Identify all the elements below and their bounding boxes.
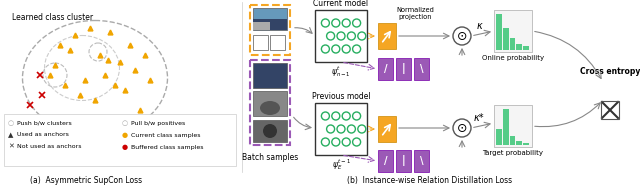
Bar — [253, 22, 270, 30]
Text: ●: ● — [122, 132, 128, 138]
Bar — [253, 63, 287, 88]
Bar — [516, 44, 522, 50]
Circle shape — [263, 124, 277, 138]
Text: Learned class cluster: Learned class cluster — [12, 13, 93, 22]
Bar — [4, 114, 236, 166]
Bar — [516, 141, 522, 145]
Bar — [2, 2, 242, 172]
Bar — [496, 14, 502, 50]
Bar — [496, 129, 502, 145]
Bar — [524, 143, 529, 145]
Ellipse shape — [260, 101, 280, 115]
Text: Pull b/w positives: Pull b/w positives — [131, 121, 185, 125]
Bar — [494, 105, 532, 147]
Text: ⊙: ⊙ — [457, 122, 467, 135]
Text: \: \ — [420, 64, 423, 74]
Text: Buffered class samples: Buffered class samples — [131, 145, 204, 150]
Text: |: | — [402, 155, 405, 167]
FancyBboxPatch shape — [414, 58, 429, 80]
FancyBboxPatch shape — [378, 23, 396, 49]
Text: $\psi^t_{n-1}$: $\psi^t_{n-1}$ — [331, 64, 351, 79]
Text: Used as anchors: Used as anchors — [17, 133, 69, 138]
Text: κ: κ — [476, 21, 482, 31]
Bar — [494, 10, 532, 52]
Bar — [509, 136, 515, 145]
Text: (b)  Instance-wise Relation Distillation Loss: (b) Instance-wise Relation Distillation … — [348, 176, 513, 185]
FancyBboxPatch shape — [378, 116, 396, 142]
Circle shape — [453, 119, 471, 137]
Bar — [270, 35, 285, 50]
Bar — [253, 91, 287, 116]
Text: \: \ — [420, 156, 423, 166]
Bar — [524, 46, 529, 50]
FancyBboxPatch shape — [378, 58, 393, 80]
Text: ○: ○ — [8, 120, 14, 126]
Circle shape — [453, 27, 471, 45]
Text: $\psi^{t-1}_{E}$: $\psi^{t-1}_{E}$ — [332, 157, 351, 172]
Bar — [253, 120, 287, 142]
FancyBboxPatch shape — [414, 150, 429, 172]
Text: ⊙: ⊙ — [457, 30, 467, 43]
Bar — [503, 109, 509, 145]
Text: ▲: ▲ — [8, 132, 13, 138]
Text: |: | — [402, 63, 405, 74]
Bar — [253, 35, 268, 50]
Bar — [253, 19, 287, 30]
Bar — [503, 28, 509, 50]
Text: Not used as anchors: Not used as anchors — [17, 145, 81, 150]
Text: Normalized
projection: Normalized projection — [396, 7, 434, 20]
FancyBboxPatch shape — [396, 58, 411, 80]
Bar — [315, 10, 367, 62]
Bar — [601, 101, 619, 119]
Bar — [315, 103, 367, 155]
Text: Online probability: Online probability — [482, 55, 544, 61]
Text: /: / — [384, 156, 387, 166]
Bar — [253, 8, 287, 30]
Text: Cross entropy: Cross entropy — [580, 67, 640, 77]
Text: ○: ○ — [122, 120, 128, 126]
Text: Push b/w clusters: Push b/w clusters — [17, 121, 72, 125]
Text: Previous model: Previous model — [312, 92, 371, 101]
Text: Batch samples: Batch samples — [242, 153, 298, 162]
FancyBboxPatch shape — [250, 60, 290, 145]
Text: Current model: Current model — [314, 0, 369, 8]
FancyBboxPatch shape — [378, 150, 393, 172]
Text: ●: ● — [122, 144, 128, 150]
FancyBboxPatch shape — [250, 5, 290, 55]
Text: Target probability: Target probability — [483, 150, 543, 156]
Text: Current class samples: Current class samples — [131, 133, 200, 138]
Text: ✕: ✕ — [8, 144, 14, 150]
Text: (a)  Asymmetric SupCon Loss: (a) Asymmetric SupCon Loss — [30, 176, 142, 185]
Bar — [509, 38, 515, 50]
FancyBboxPatch shape — [396, 150, 411, 172]
Text: /: / — [384, 64, 387, 74]
Text: κ*: κ* — [474, 113, 484, 123]
